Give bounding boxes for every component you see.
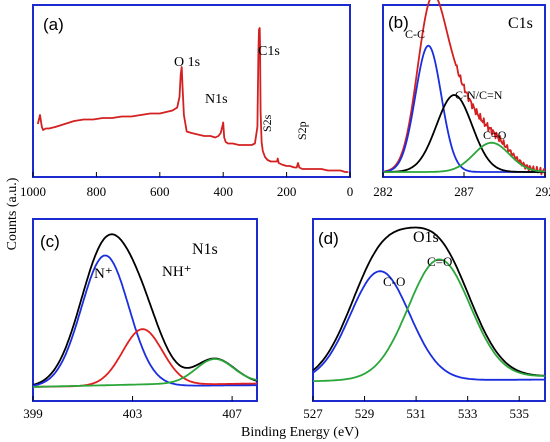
panel-a-frame <box>32 4 351 178</box>
x-axis-title: Binding Energy (eV) <box>241 425 359 440</box>
x-tick-label: 535 <box>509 406 529 421</box>
panel-2-series-green-line <box>383 141 546 173</box>
panel-3-series-red-line <box>33 328 257 388</box>
panel-b-label: (b) <box>388 13 409 32</box>
panel-c-frame <box>32 218 258 402</box>
panel-3-series-green-line <box>33 358 258 388</box>
panel-3-series-blue-line <box>32 254 257 387</box>
peak-annotation: C-O <box>383 274 405 289</box>
panel-a-plot: 1000 800 600 400 200 0 O 1s N1s C1s S2s S2p <box>20 27 354 199</box>
peak-annotation: N1s <box>205 92 228 107</box>
x-tick-label: 407 <box>222 406 242 421</box>
x-tick-label: 527 <box>303 406 323 421</box>
panel-3-series-envelope-line <box>32 233 258 386</box>
peak-annotation: S2s <box>260 114 274 132</box>
panel-d-frame <box>312 218 546 402</box>
x-tick-label: 292 <box>535 184 550 199</box>
x-tick-label: 529 <box>355 406 375 421</box>
panel-1-series-survey-line <box>36 27 349 173</box>
x-tick-label: 800 <box>87 184 107 199</box>
x-tick-label: 282 <box>373 184 393 199</box>
panel-d-label: (d) <box>318 229 339 248</box>
panel-d-plot: 527 529 531 533 535 C-O C=O <box>303 226 546 421</box>
peak-annotation: NH⁺ <box>162 264 192 280</box>
x-tick-label: 533 <box>458 406 478 421</box>
panel-4-series-envelope-line <box>312 226 546 377</box>
peak-annotation: C=O <box>483 128 507 142</box>
panel-4-series-green-line <box>313 258 545 382</box>
panel-d-title: O1s <box>413 229 439 246</box>
x-tick-label: 287 <box>454 184 474 199</box>
x-tick-label: 600 <box>150 184 170 199</box>
peak-annotation: N⁺ <box>94 266 113 282</box>
peak-annotation: S2p <box>295 121 309 140</box>
x-tick-label: 403 <box>123 406 143 421</box>
x-tick-label: 531 <box>406 406 426 421</box>
panel-b-title: C1s <box>508 15 533 32</box>
x-tick-label: 200 <box>277 184 297 199</box>
panel-a-label: (a) <box>43 15 64 34</box>
peak-annotation: O 1s <box>174 55 200 70</box>
panel-4-series-blue-line <box>312 270 545 381</box>
panel-2-series-blue-line <box>382 44 545 173</box>
panel-c-title: N1s <box>192 241 218 258</box>
peak-annotation: C-C <box>405 27 425 41</box>
peak-annotation: C1s <box>258 44 280 59</box>
x-tick-label: 1000 <box>20 184 46 199</box>
peak-annotation: C=O <box>427 254 452 269</box>
panel-2-series-envelope-line <box>383 94 545 173</box>
x-tick-label: 0 <box>347 184 354 199</box>
x-tick-label: 399 <box>23 406 43 421</box>
panel-b-plot: 282 287 292 C-C C-N/C=N C=O <box>373 0 550 199</box>
y-axis-title: Counts (a.u.) <box>5 177 20 250</box>
panel-c-plot: 399 403 407 N⁺ NH⁺ <box>23 233 258 421</box>
x-tick-label: 400 <box>213 184 233 199</box>
peak-annotation: C-N/C=N <box>455 88 503 102</box>
panel-c-label: (c) <box>40 232 60 251</box>
